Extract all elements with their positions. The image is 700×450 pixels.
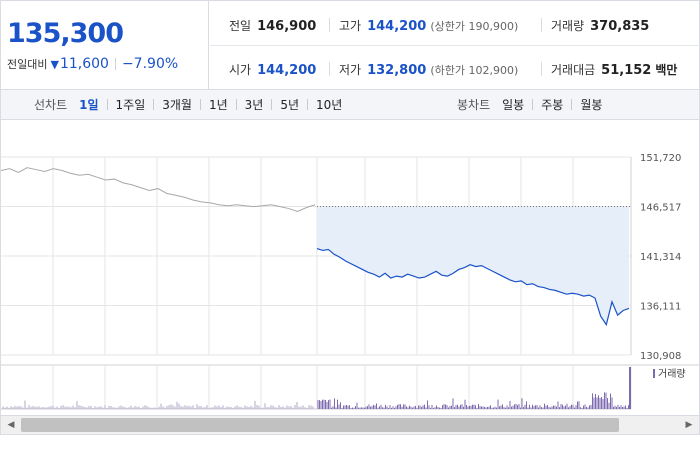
- y-tick-label: 151,720: [640, 153, 681, 164]
- low-value: 132,800: [367, 63, 427, 78]
- low-label: 저가: [339, 63, 362, 77]
- open-stat: 시가 144,200: [229, 61, 316, 78]
- amount-value: 51,152: [601, 63, 652, 78]
- candle-chart-tabs: 봉차트 일봉 주봉 월봉: [457, 90, 602, 119]
- current-price-box: 135,300 전일대비 ▼ 11,600 −7.90%: [1, 1, 209, 89]
- tab-1year[interactable]: 1년: [208, 98, 228, 112]
- high-stat: 고가 144,200 (상한가 190,900): [339, 17, 518, 34]
- prev-close-stat: 전일 146,900: [229, 17, 316, 34]
- line-chart-label: 선차트: [34, 98, 68, 112]
- today-price-line: [316, 247, 630, 327]
- change-row: 전일대비 ▼ 11,600 −7.90%: [7, 56, 178, 72]
- prev-close-value: 146,900: [257, 19, 317, 34]
- chart-horizontal-scrollbar[interactable]: ◀ ▶: [0, 415, 700, 435]
- down-arrow-icon: ▼: [50, 57, 59, 71]
- y-tick-label: 136,111: [640, 302, 681, 313]
- tab-weekly-candle[interactable]: 주봉: [541, 98, 564, 112]
- price-chart-area[interactable]: 151,720 146,517 141,314 136,111 130,908 거래량: [0, 120, 700, 415]
- divider: [329, 18, 330, 32]
- tab-1week[interactable]: 1주일: [115, 98, 146, 112]
- high-label: 고가: [339, 19, 362, 33]
- tab-divider: [199, 99, 201, 110]
- volume-value: 370,835: [590, 19, 650, 34]
- scrollbar-thumb[interactable]: [21, 418, 619, 432]
- high-value: 144,200: [367, 19, 427, 34]
- tab-1day[interactable]: 1일: [79, 98, 99, 112]
- upper-limit: (상한가 190,900): [430, 20, 519, 33]
- summary-row-divider: [210, 45, 700, 46]
- y-tick-label: 141,314: [640, 252, 681, 263]
- amount-unit: 백만: [655, 63, 678, 77]
- scroll-left-icon[interactable]: ◀: [7, 420, 15, 430]
- volume-panel: 거래량: [2, 367, 686, 409]
- tab-divider: [571, 99, 573, 110]
- divider: [541, 18, 542, 32]
- y-tick-label: 130,908: [640, 351, 681, 362]
- price-lines: [0, 167, 631, 327]
- tab-divider: [153, 99, 155, 110]
- y-axis-labels: 151,720 146,517 141,314 136,111 130,908: [640, 153, 681, 362]
- volume-stat: 거래량 370,835: [551, 17, 649, 34]
- tab-divider: [307, 99, 309, 110]
- price-chart[interactable]: 151,720 146,517 141,314 136,111 130,908 거래량: [0, 120, 699, 415]
- amount-stat: 거래대금 51,152 백만: [551, 61, 677, 78]
- lower-limit: (하한가 102,900): [430, 64, 519, 77]
- divider: [541, 62, 542, 76]
- amount-label: 거래대금: [551, 63, 596, 77]
- divider: [329, 62, 330, 76]
- change-divider: [114, 58, 116, 70]
- line-chart-tabs: 선차트 1일 1주일 3개월 1년 3년 5년 10년: [34, 90, 342, 119]
- open-label: 시가: [229, 63, 252, 77]
- price-summary-panel: 135,300 전일대비 ▼ 11,600 −7.90% 전일 146,900 …: [0, 0, 700, 90]
- change-percent: −7.90%: [121, 56, 179, 72]
- tab-divider: [271, 99, 273, 110]
- tab-divider: [106, 99, 108, 110]
- chart-tab-bar: 선차트 1일 1주일 3개월 1년 3년 5년 10년 봉차트 일봉 주봉 월봉: [0, 90, 700, 120]
- current-price: 135,300: [7, 18, 124, 49]
- tab-divider: [532, 99, 534, 110]
- prior-day-price-line: [0, 167, 316, 212]
- change-amount: 11,600: [59, 56, 109, 72]
- volume-legend-swatch: [653, 369, 655, 378]
- open-value: 144,200: [257, 63, 317, 78]
- volume-legend-label: 거래량: [658, 368, 686, 380]
- tab-3months[interactable]: 3개월: [162, 98, 192, 112]
- scroll-right-icon[interactable]: ▶: [685, 420, 693, 430]
- tab-3years[interactable]: 3년: [244, 98, 264, 112]
- y-tick-label: 146,517: [640, 203, 681, 214]
- tab-daily-candle[interactable]: 일봉: [502, 98, 525, 112]
- tab-monthly-candle[interactable]: 월봉: [580, 98, 603, 112]
- change-label: 전일대비: [7, 58, 48, 71]
- low-stat: 저가 132,800 (하한가 102,900): [339, 61, 518, 78]
- tab-5years[interactable]: 5년: [280, 98, 300, 112]
- tab-divider: [235, 99, 237, 110]
- tab-10years[interactable]: 10년: [316, 98, 343, 112]
- prev-close-label: 전일: [229, 19, 252, 33]
- candle-chart-label: 봉차트: [457, 98, 491, 112]
- volume-label: 거래량: [551, 19, 585, 33]
